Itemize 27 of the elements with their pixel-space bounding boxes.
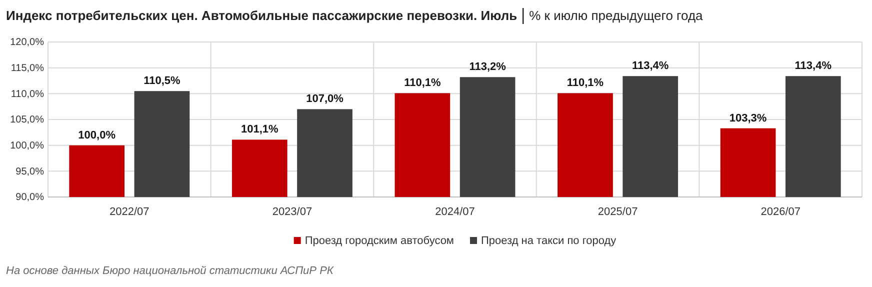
y-tick-label: 90,0%: [16, 192, 44, 204]
y-tick-label: 120,0%: [10, 37, 44, 48]
y-tick-label: 95,0%: [16, 166, 44, 178]
data-label: 113,4%: [632, 60, 669, 72]
legend-label: Проезд на такси по городу: [481, 235, 617, 247]
y-tick-label: 100,0%: [10, 140, 44, 152]
data-label: 101,1%: [240, 124, 279, 136]
data-label: 100,0%: [78, 129, 116, 142]
x-tick-label: 2022/07: [110, 206, 150, 218]
x-tick-label: 2024/07: [435, 206, 475, 218]
legend-label: Проезд городским автобусом: [304, 235, 454, 247]
data-label: 110,5%: [144, 75, 181, 88]
y-tick-label: 115,0%: [10, 63, 44, 74]
x-tick-label: 2023/07: [272, 206, 312, 218]
y-tick-label: 110,0%: [10, 88, 44, 100]
data-label: 113,4%: [794, 60, 832, 72]
x-tick-label: 2026/07: [760, 206, 800, 218]
data-label: 110,1%: [566, 77, 604, 90]
data-label: 110,1%: [404, 77, 442, 90]
data-label: 113,2%: [469, 61, 506, 74]
x-tick-label: 2025/07: [598, 206, 638, 218]
data-label: 103,3%: [729, 112, 767, 124]
chart-title: Индекс потребительских цен. Автомобильные пассажирские перевозки. Июль: [6, 8, 518, 23]
y-tick-label: 105,0%: [10, 114, 44, 126]
data-label: 107,0%: [306, 93, 344, 106]
text: На основе данных Бюро национальной статистики АСПиР РК: [6, 265, 334, 277]
chart-subtitle: % к июлю предыдущего года: [529, 8, 704, 23]
